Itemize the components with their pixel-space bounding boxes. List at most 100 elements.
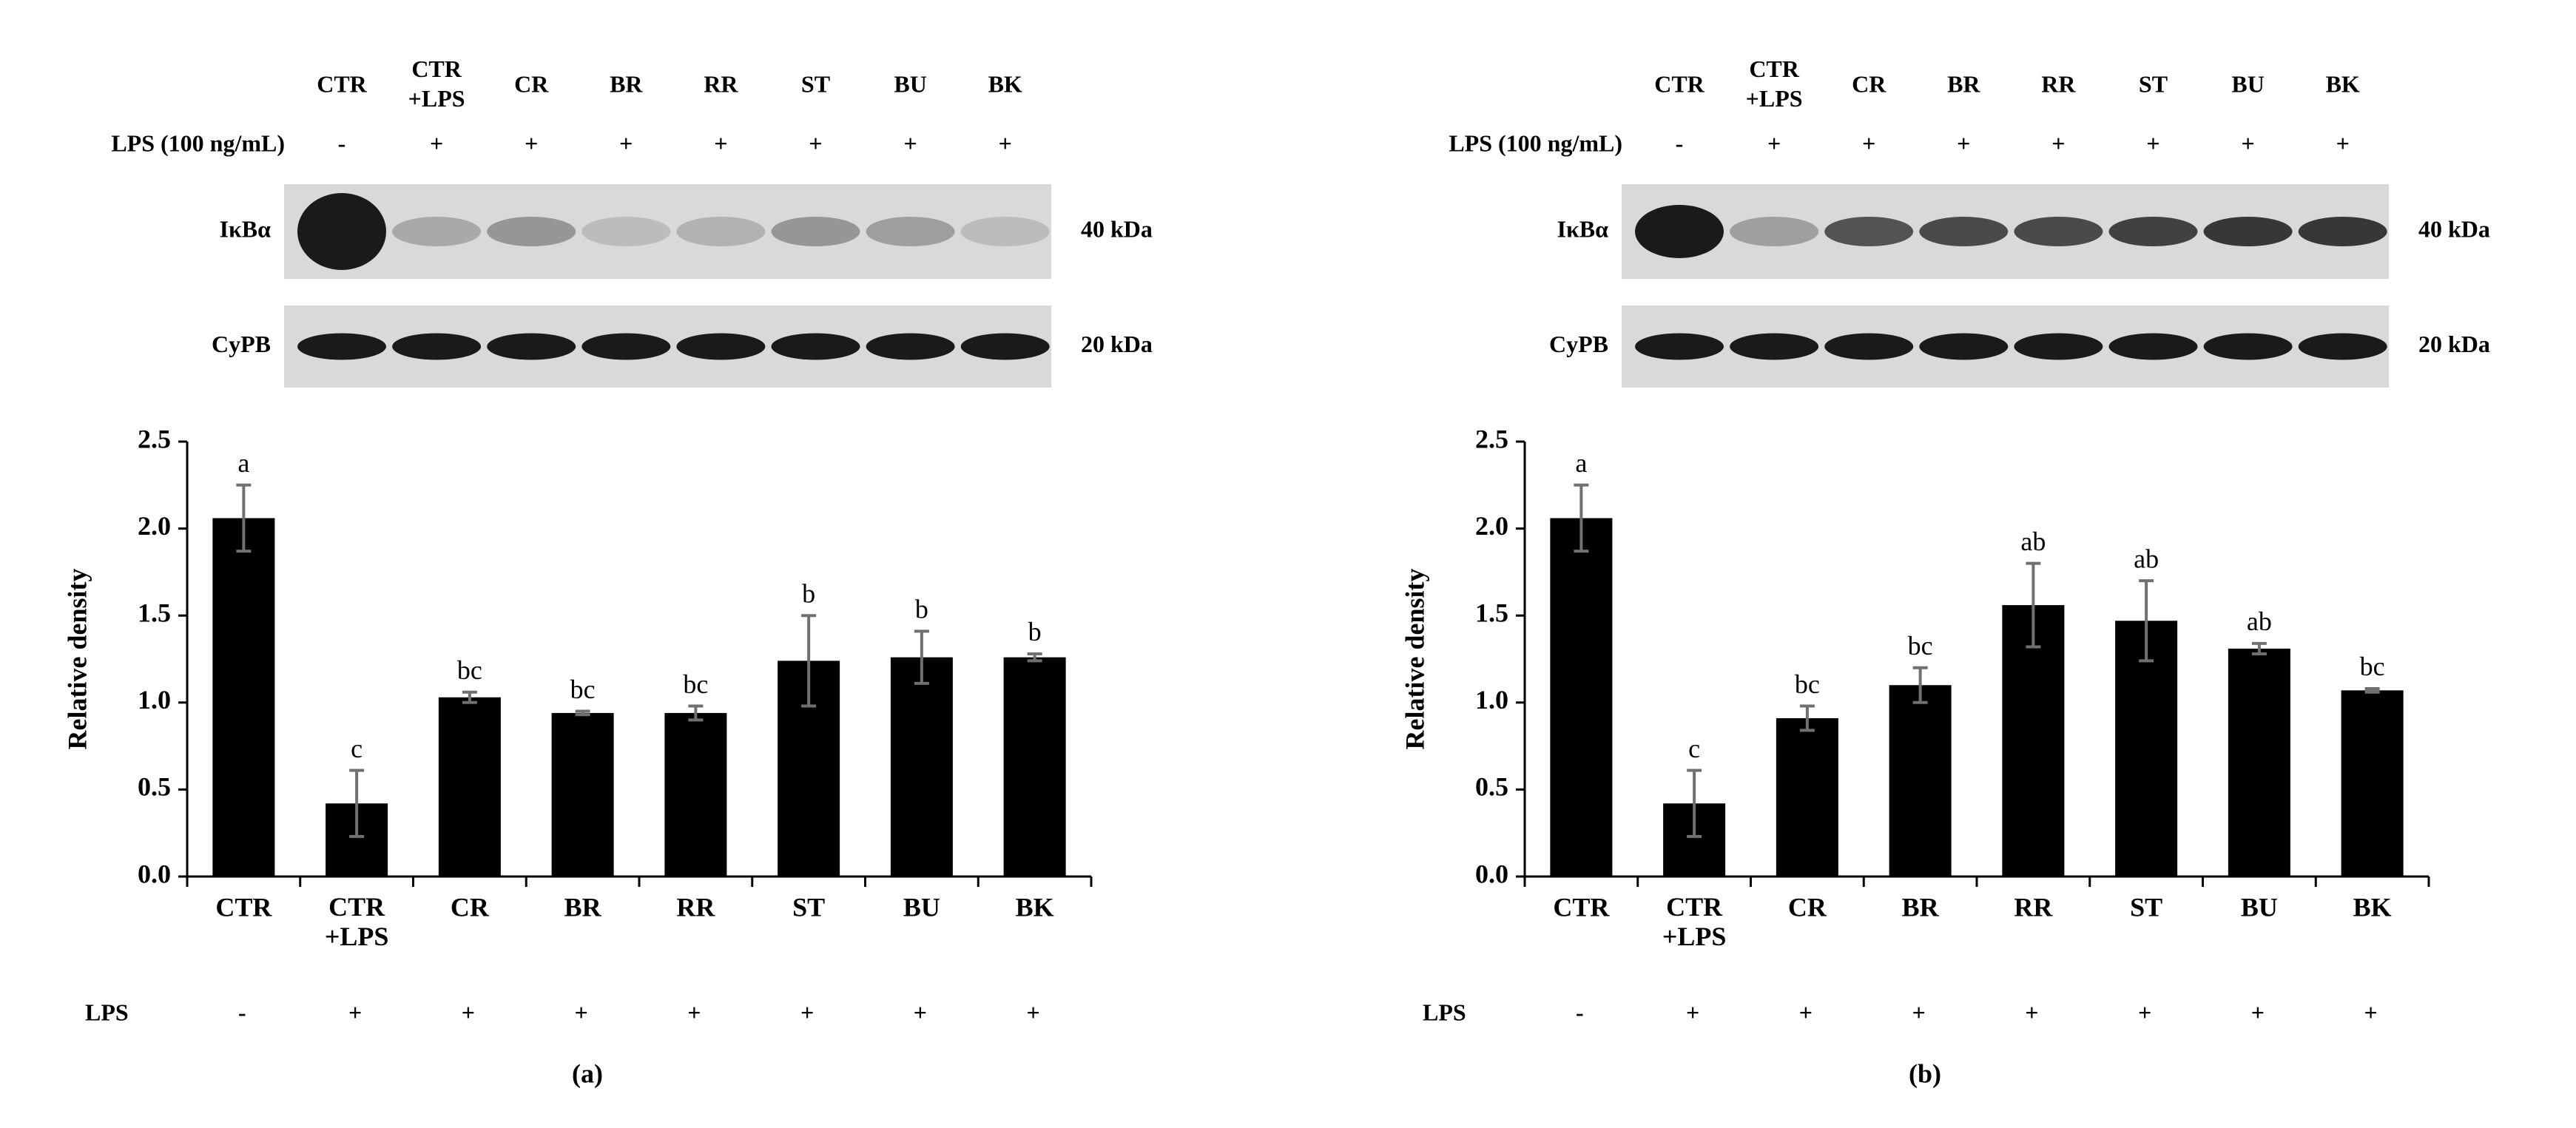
error-bar bbox=[688, 704, 704, 722]
y-tick-label: 1.5 bbox=[138, 598, 171, 627]
x-tick-label: CTR +LPS bbox=[325, 892, 389, 951]
lps-sign: + bbox=[575, 999, 588, 1025]
blot-band bbox=[1730, 217, 1819, 246]
significance-letter: bc bbox=[1795, 669, 1820, 699]
bar bbox=[1003, 657, 1066, 877]
y-tick-label: 2.0 bbox=[138, 511, 171, 541]
lps-sign: + bbox=[1912, 999, 1926, 1025]
blot-band bbox=[866, 217, 955, 246]
bar bbox=[551, 712, 614, 877]
bar bbox=[2341, 690, 2404, 877]
significance-letter: a bbox=[1575, 448, 1587, 478]
error-bar bbox=[2251, 641, 2267, 655]
blot-lps-sign: + bbox=[430, 129, 443, 156]
y-tick-label: 0.0 bbox=[138, 859, 171, 888]
blot-band bbox=[392, 333, 482, 360]
blot-band bbox=[487, 333, 576, 360]
lane-label: CTR bbox=[1654, 70, 1705, 97]
bar bbox=[1776, 717, 1838, 877]
blot-band bbox=[960, 217, 1050, 246]
x-tick-label: CR bbox=[1788, 892, 1827, 922]
y-tick-label: 0.5 bbox=[1475, 772, 1508, 802]
lps-label: LPS bbox=[1423, 999, 1466, 1025]
blot-lps-sign: + bbox=[903, 129, 917, 156]
y-tick-label: 0.5 bbox=[138, 772, 171, 802]
blot-band bbox=[2203, 217, 2293, 246]
significance-letter: bc bbox=[2360, 652, 2385, 681]
error-bar bbox=[349, 769, 365, 838]
blot-band bbox=[581, 333, 671, 360]
blot-size-label: 40 kDa bbox=[1081, 215, 1153, 242]
blot-band bbox=[866, 333, 955, 360]
x-tick-label: RR bbox=[676, 892, 715, 922]
blot-row-label: CyPB bbox=[1549, 331, 1608, 357]
blot-lps-sign: - bbox=[338, 129, 346, 156]
bar bbox=[2002, 605, 2065, 877]
bar bbox=[890, 657, 953, 877]
error-bar bbox=[236, 483, 252, 553]
bar bbox=[2115, 621, 2178, 877]
error-bar bbox=[1799, 704, 1815, 732]
lps-sign: + bbox=[2251, 999, 2265, 1025]
lps-sign: + bbox=[348, 999, 362, 1025]
blot-lps-sign: + bbox=[2051, 129, 2065, 156]
error-bar bbox=[2364, 686, 2380, 694]
lane-label: CR bbox=[514, 70, 549, 97]
blot-band bbox=[297, 193, 386, 270]
lane-label: BR bbox=[610, 70, 643, 97]
y-tick-label: 1.0 bbox=[138, 685, 171, 715]
blot-lps-sign: + bbox=[1767, 129, 1781, 156]
blot-row-label: CyPB bbox=[212, 331, 271, 357]
blot-lps-sign: + bbox=[619, 129, 633, 156]
blot-band bbox=[2298, 217, 2387, 246]
error-bar bbox=[575, 709, 590, 717]
significance-letter: b bbox=[802, 578, 815, 608]
blot-lps-label: LPS (100 ng/mL) bbox=[111, 129, 285, 156]
blot-size-label: 40 kDa bbox=[2418, 215, 2490, 242]
blot-band bbox=[297, 333, 386, 360]
significance-letter: ab bbox=[2247, 607, 2272, 636]
blot-band bbox=[960, 333, 1050, 360]
lane-label: CR bbox=[1852, 70, 1887, 97]
error-bar bbox=[1912, 666, 1928, 704]
lane-label: BR bbox=[1947, 70, 1980, 97]
lps-sign: + bbox=[800, 999, 814, 1025]
significance-letter: ab bbox=[2020, 527, 2046, 556]
bar bbox=[2228, 648, 2290, 877]
error-bar bbox=[1574, 483, 1589, 553]
blot-band bbox=[2014, 217, 2103, 246]
blot-lps-sign: + bbox=[525, 129, 538, 156]
blot-band bbox=[1635, 205, 1724, 258]
significance-letter: ab bbox=[2134, 544, 2159, 573]
lane-label: BU bbox=[2231, 70, 2264, 97]
blot-size-label: 20 kDa bbox=[1081, 331, 1153, 357]
error-bar bbox=[1687, 769, 1702, 838]
x-tick-label: BU bbox=[2241, 892, 2278, 922]
blot-size-label: 20 kDa bbox=[2418, 331, 2490, 357]
y-axis-label: Relative density bbox=[62, 569, 92, 750]
bar bbox=[664, 712, 727, 877]
blot-band bbox=[1824, 333, 1914, 360]
x-tick-label: CTR bbox=[215, 892, 272, 922]
blot-band bbox=[1730, 333, 1819, 360]
lps-sign: + bbox=[2025, 999, 2038, 1025]
lane-label: CTR bbox=[317, 70, 367, 97]
error-bar bbox=[2139, 579, 2154, 663]
blot-lps-sign: + bbox=[2336, 129, 2350, 156]
bar bbox=[212, 518, 275, 877]
blot-lps-label: LPS (100 ng/mL) bbox=[1449, 129, 1622, 156]
blot-band bbox=[1824, 217, 1914, 246]
lane-label: CTR +LPS bbox=[1746, 55, 1803, 112]
error-bar bbox=[801, 614, 817, 708]
blot-band bbox=[771, 217, 860, 246]
blot-band bbox=[392, 217, 482, 246]
blot-lps-sign: + bbox=[1957, 129, 1970, 156]
significance-letter: bc bbox=[457, 655, 482, 685]
lane-label: CTR +LPS bbox=[408, 55, 465, 112]
lane-label: BK bbox=[2326, 70, 2360, 97]
blot-band bbox=[1919, 217, 2009, 246]
significance-letter: bc bbox=[683, 669, 708, 699]
blot-row-label: IκBα bbox=[220, 215, 272, 242]
blot-band bbox=[2298, 333, 2387, 360]
significance-letter: b bbox=[915, 595, 928, 624]
